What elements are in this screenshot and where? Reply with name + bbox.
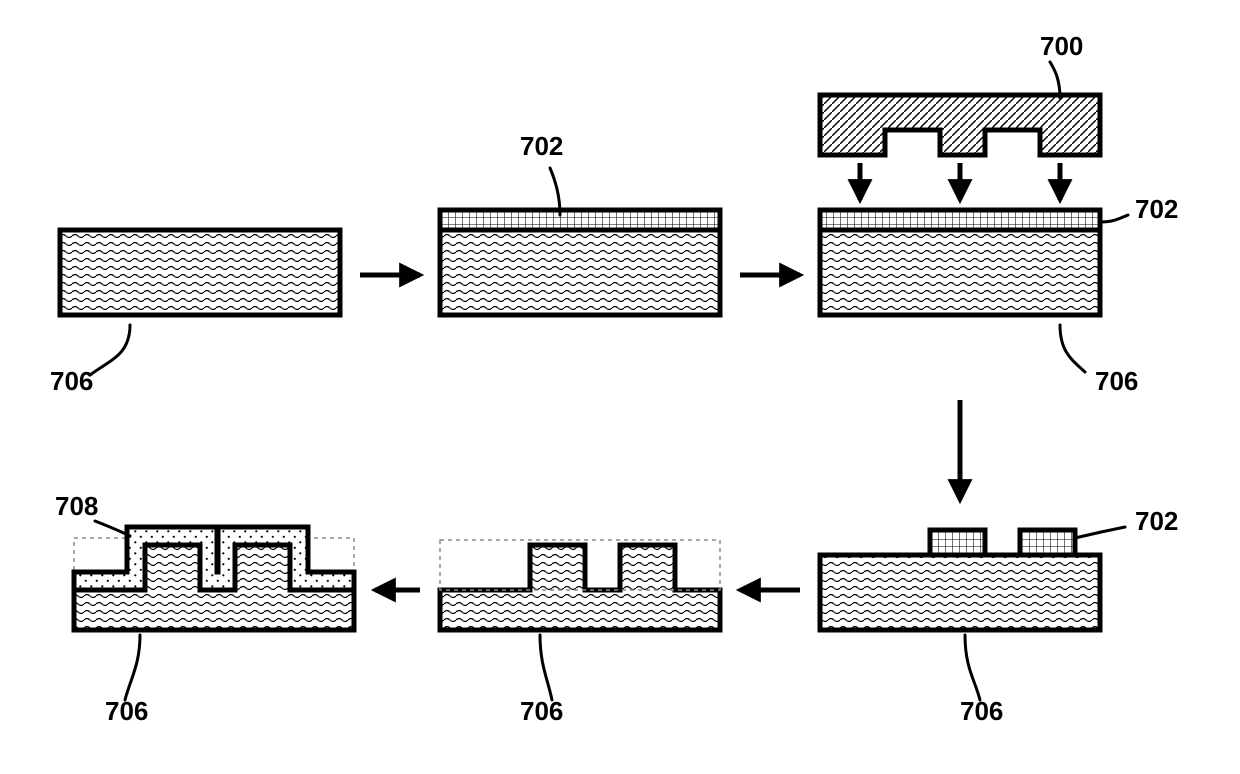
s1-substrate [60, 230, 340, 315]
s6-coating [74, 527, 354, 590]
label-s3-700: 700 [1040, 31, 1083, 61]
s3-mold [820, 95, 1100, 155]
label-s4-706: 706 [960, 696, 1003, 726]
label-s3-702: 702 [1135, 194, 1178, 224]
s5-substrate [440, 545, 720, 630]
s3-film [820, 210, 1100, 230]
label-s6-708: 708 [55, 491, 98, 521]
s2-substrate [440, 230, 720, 315]
s4-pad-0 [930, 530, 985, 555]
label-s1-706: 706 [50, 366, 93, 396]
label-s5-706: 706 [520, 696, 563, 726]
label-s2-702: 702 [520, 131, 563, 161]
s3-substrate [820, 230, 1100, 315]
label-s6-706: 706 [105, 696, 148, 726]
s4-substrate [820, 555, 1100, 630]
s2-film [440, 210, 720, 230]
label-s4-702: 702 [1135, 506, 1178, 536]
label-s3-706: 706 [1095, 366, 1138, 396]
s4-pad-1 [1020, 530, 1075, 555]
